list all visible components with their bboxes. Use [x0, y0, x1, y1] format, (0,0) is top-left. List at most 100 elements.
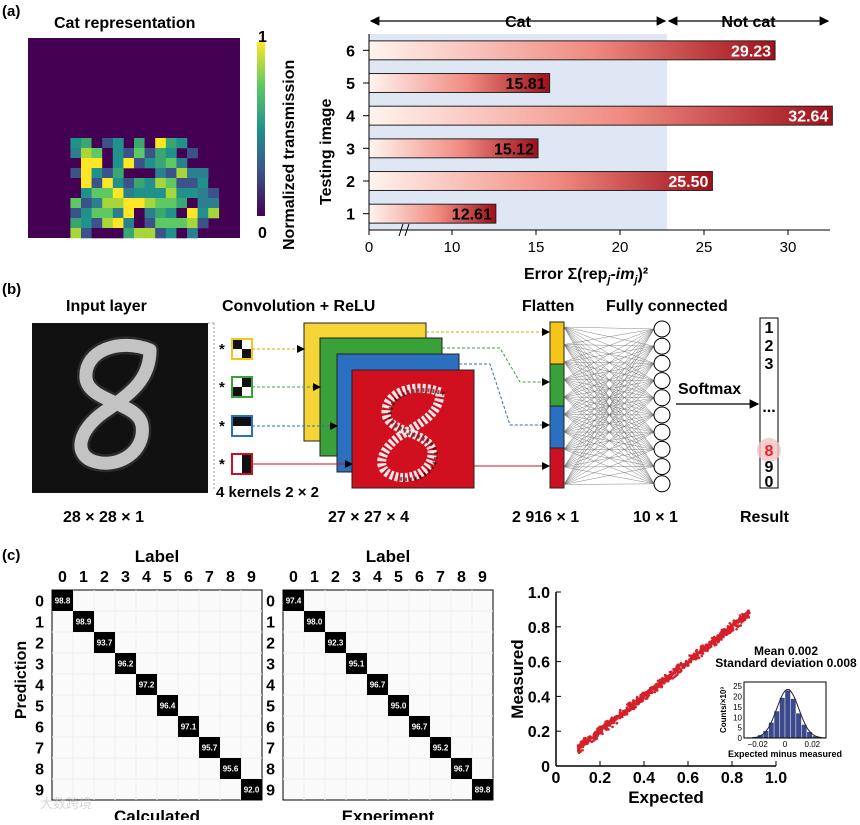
y-tick-label: 4 [346, 109, 355, 126]
scatter-point [596, 731, 599, 734]
fc-nodes [654, 321, 670, 492]
heatmap-cell [81, 188, 92, 198]
kernel-cell [242, 426, 251, 435]
heatmap-cell [113, 188, 124, 198]
scatter-point [596, 735, 599, 738]
flatten-column [550, 322, 564, 488]
scatter-y-tick-label: 0.6 [528, 655, 550, 672]
x-tick-label: 30 [780, 239, 797, 256]
hist-bar [780, 698, 785, 738]
scatter-point [640, 695, 643, 698]
result-title: Result [740, 509, 790, 526]
hist-y-label: Counts/×10³ [719, 687, 728, 733]
heatmap-cell [102, 148, 113, 158]
bar-value-label: 15.12 [494, 141, 534, 158]
matrix-diagonal-value: 96.4 [160, 702, 176, 711]
heatmap-cell [155, 228, 166, 238]
matrix-row-label: 0 [35, 594, 44, 611]
heatmap-cell [81, 148, 92, 158]
scatter-y-label: Measured [508, 639, 527, 718]
heatmap-cell [113, 198, 124, 208]
matrix-diagonal-value: 89.8 [475, 786, 491, 795]
kernel-cell [242, 340, 251, 349]
heatmap-cell [198, 208, 209, 218]
heatmap-cell [145, 208, 156, 218]
scatter-point [706, 647, 709, 650]
matrix-diagonal-value: 95.7 [202, 744, 218, 753]
heatmap-cell [81, 138, 92, 148]
heatmap-cell [113, 218, 124, 228]
scatter-point [739, 618, 742, 621]
scatter-point [636, 702, 639, 705]
matrix-row-label: 8 [266, 762, 275, 779]
matrix-diagonal-value: 98.8 [55, 597, 71, 606]
matrix-column-label: 5 [394, 569, 403, 586]
heatmap-cell [81, 168, 92, 178]
scatter-point [604, 723, 607, 726]
heatmap-cell [102, 178, 113, 188]
scatter-point [605, 720, 608, 723]
bar-value-label: 29.23 [731, 43, 771, 60]
result-digit: 2 [765, 338, 774, 355]
fc-connection [564, 327, 654, 329]
scatter-point [698, 656, 701, 659]
heatmap-cell [176, 158, 187, 168]
heatmap-cell [145, 188, 156, 198]
bar-image-2 [369, 172, 712, 191]
heatmap-cell [102, 208, 113, 218]
scatter-point [702, 652, 705, 655]
heatmap-cell [208, 178, 219, 188]
heatmap-cell [155, 188, 166, 198]
heatmap-cell [102, 138, 113, 148]
matrix-column-label: 0 [289, 569, 298, 586]
matrix-row-label: 7 [266, 741, 275, 758]
heatmap-cell [198, 178, 209, 188]
scatter-point [660, 681, 663, 684]
hist-y-tick-label: 5 [738, 724, 743, 733]
heatmap-cell [166, 138, 177, 148]
heatmap-cell [70, 138, 81, 148]
heatmap-cell [145, 148, 156, 158]
heatmap-cell [123, 188, 134, 198]
scatter-point [748, 616, 751, 619]
heatmap-cell [134, 198, 145, 208]
scatter-point [743, 615, 746, 618]
bar-value-label: 12.61 [452, 207, 492, 224]
matrix-diagonal-value: 92.3 [328, 639, 344, 648]
y-tick-label: 3 [346, 141, 355, 158]
scatter-point [656, 684, 659, 687]
scatter-point [710, 643, 713, 646]
heatmap-cell [92, 168, 103, 178]
scatter-point [619, 709, 622, 712]
scatter-point [657, 680, 660, 683]
scatter-point [611, 718, 614, 721]
hist-bar [769, 722, 774, 738]
matrix-diagonal-value: 96.7 [412, 723, 428, 732]
dim-conv: 27 × 27 × 4 [328, 509, 409, 526]
fc-connection [564, 484, 654, 485]
scatter-point [675, 665, 678, 668]
colorbar-axis-label: Normalized transmission [281, 60, 298, 250]
scatter-y-tick-label: 0 [541, 759, 550, 776]
result-digit: 3 [765, 356, 774, 373]
scatter-point [620, 715, 623, 718]
heatmap-cell [176, 178, 187, 188]
heatmap-cell [176, 188, 187, 198]
heatmap-cell [92, 228, 103, 238]
scatter-point [674, 675, 677, 678]
scatter-point [705, 644, 708, 647]
scatter-point [598, 730, 601, 733]
scatter-point [715, 643, 718, 646]
heatmap-cell [166, 178, 177, 188]
kernel-cell [242, 349, 251, 358]
matrix-row-label: 5 [266, 699, 275, 716]
heatmap-cell [102, 228, 113, 238]
matrix-column-label: 6 [184, 569, 193, 586]
heatmap-cell [155, 178, 166, 188]
hist-y-tick-label: 20 [733, 693, 742, 702]
heatmap-cell [123, 158, 134, 168]
heatmap-cell [176, 218, 187, 228]
heatmap-cell [187, 208, 198, 218]
